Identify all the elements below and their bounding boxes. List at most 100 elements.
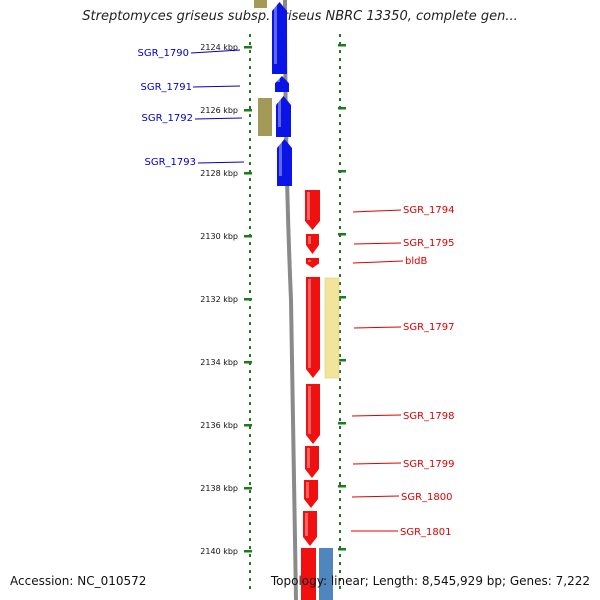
right-ruler-dot [339, 394, 341, 397]
right-ruler-dot [339, 522, 341, 525]
right-ruler-dot [339, 82, 341, 85]
right-ruler-dot [339, 274, 341, 277]
gene-highlight [278, 98, 281, 127]
right-axis-tick [338, 296, 346, 299]
gene-label: SGR_1790 [138, 48, 190, 59]
right-ruler-dot [339, 226, 341, 229]
gene-leader-line [192, 85, 241, 88]
olive-feature-bar [254, 0, 267, 8]
gene-label: SGR_1793 [145, 157, 197, 168]
axis-tick-label: 2126 kbp [200, 106, 238, 115]
gene-label: SGR_1795 [403, 238, 455, 249]
right-ruler-dot [339, 490, 341, 493]
left-ruler-dot [249, 178, 251, 181]
gene-highlight [306, 482, 309, 498]
left-ruler-dot [249, 282, 251, 285]
left-ruler-dot [249, 218, 251, 221]
right-axis-tick [338, 170, 346, 173]
left-ruler-dot [249, 194, 251, 197]
accession-text: Accession: NC_010572 [10, 574, 147, 588]
axis-major-tick [244, 46, 252, 49]
gene-leader-line [352, 209, 402, 213]
left-ruler-dot [249, 346, 251, 349]
left-ruler-dot [249, 434, 251, 437]
left-ruler-dot [249, 34, 251, 37]
left-ruler-dot [249, 458, 251, 461]
gene-label: SGR_1794 [403, 205, 455, 216]
right-ruler-dot [339, 498, 341, 501]
right-ruler-dot [339, 74, 341, 77]
gene-leader-line [194, 117, 243, 120]
gene-arrow [305, 446, 319, 478]
left-ruler-dot [249, 122, 251, 125]
gene-highlight [308, 279, 311, 368]
right-axis-tick [338, 485, 346, 488]
right-ruler-dot [339, 58, 341, 61]
right-ruler-dot [339, 338, 341, 341]
axis-tick-label: 2140 kbp [200, 547, 238, 556]
left-ruler-dot [249, 562, 251, 565]
right-ruler-dot [339, 42, 341, 45]
axis-major-tick [244, 172, 252, 175]
right-ruler-dot [339, 546, 341, 549]
right-ruler-dot [339, 410, 341, 413]
axis-tick-label: 2124 kbp [200, 43, 238, 52]
right-ruler-dot [339, 362, 341, 365]
left-ruler-dot [249, 498, 251, 501]
left-ruler-dot [249, 538, 251, 541]
right-ruler-dot [339, 314, 341, 317]
left-ruler-dot [249, 146, 251, 149]
left-ruler-dot [249, 42, 251, 45]
axis-layer: 2124 kbp 2126 kbp 2128 kbp 2130 kbp 2132 kbp… [200, 34, 346, 589]
gene-highlight [277, 78, 280, 82]
right-ruler-dot [339, 562, 341, 565]
axis-major-tick [244, 298, 252, 301]
right-ruler-dot [339, 330, 341, 333]
gene-label: SGR_1799 [403, 459, 455, 470]
right-axis-tick [338, 548, 346, 551]
right-axis-tick [338, 107, 346, 110]
axis-major-tick [244, 487, 252, 490]
left-ruler-dot [249, 554, 251, 557]
right-ruler-dot [339, 194, 341, 197]
left-ruler-dot [249, 506, 251, 509]
gene-highlight [307, 192, 310, 220]
left-ruler-dot [249, 378, 251, 381]
right-ruler-dot [339, 146, 341, 149]
gene-highlight [308, 260, 311, 262]
left-ruler-dot [249, 162, 251, 165]
right-ruler-dot [339, 218, 341, 221]
left-ruler-dot [249, 490, 251, 493]
left-ruler-dot [249, 274, 251, 277]
left-ruler-dot [249, 530, 251, 533]
left-ruler-dot [249, 290, 251, 293]
left-ruler-dot [249, 130, 251, 133]
right-ruler-dot [339, 66, 341, 69]
left-ruler-dot [249, 74, 251, 77]
right-ruler-dot [339, 162, 341, 165]
right-ruler-dot [339, 98, 341, 101]
right-ruler-dot [339, 442, 341, 445]
left-ruler-dot [249, 266, 251, 269]
right-ruler-dot [339, 466, 341, 469]
right-ruler-dot [339, 354, 341, 357]
left-ruler-dot [249, 250, 251, 253]
right-ruler-dot [339, 298, 341, 301]
right-ruler-dot [339, 586, 341, 589]
steel-feature-bar [319, 548, 333, 600]
left-ruler-dot [249, 202, 251, 205]
left-ruler-dot [249, 586, 251, 589]
gene-highlight [305, 513, 308, 536]
right-ruler-dot [339, 530, 341, 533]
right-ruler-dot [339, 554, 341, 557]
left-ruler-dot [249, 354, 251, 357]
left-ruler-dot [249, 226, 251, 229]
genome-summary-text: Topology: linear; Length: 8,545,929 bp; … [270, 574, 590, 588]
right-axis-tick [338, 359, 346, 362]
gene-leader-line [352, 260, 404, 264]
axis-tick-label: 2138 kbp [200, 484, 238, 493]
right-ruler-dot [339, 210, 341, 213]
left-ruler-dot [249, 546, 251, 549]
left-ruler-dot [249, 90, 251, 93]
left-ruler-dot [249, 50, 251, 53]
